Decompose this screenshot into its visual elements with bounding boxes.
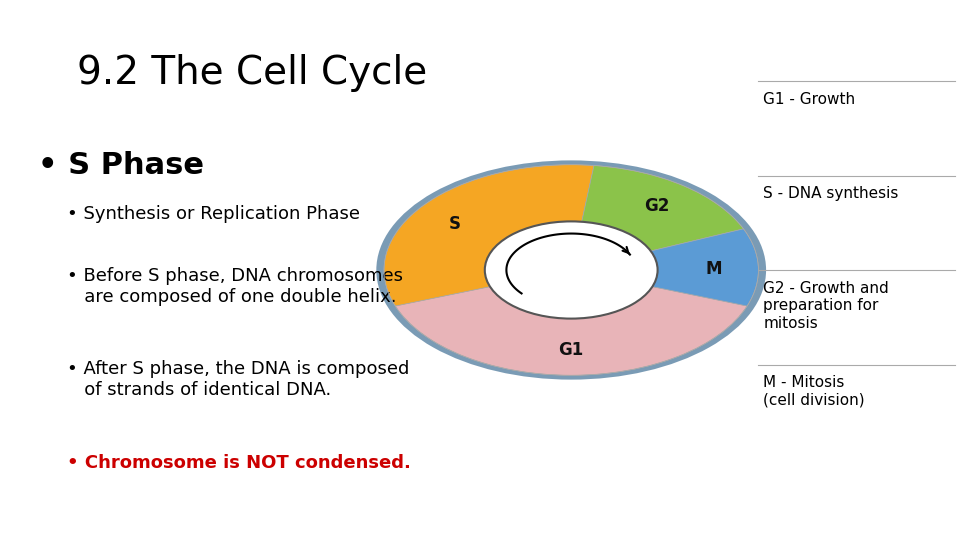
- Text: • Before S phase, DNA chromosomes
   are composed of one double helix.: • Before S phase, DNA chromosomes are co…: [67, 267, 403, 306]
- Text: M: M: [705, 260, 722, 278]
- Text: S: S: [449, 215, 461, 233]
- Text: M - Mitosis
(cell division): M - Mitosis (cell division): [763, 375, 865, 408]
- Wedge shape: [651, 229, 758, 306]
- Text: • S Phase: • S Phase: [38, 151, 204, 180]
- Circle shape: [485, 221, 658, 319]
- Text: 9.2 The Cell Cycle: 9.2 The Cell Cycle: [77, 54, 427, 92]
- Text: G1: G1: [559, 341, 584, 359]
- Wedge shape: [582, 165, 743, 251]
- Text: • Chromosome is NOT condensed.: • Chromosome is NOT condensed.: [67, 454, 411, 471]
- Text: G2 - Growth and
preparation for
mitosis: G2 - Growth and preparation for mitosis: [763, 281, 889, 330]
- Text: G1 - Growth: G1 - Growth: [763, 92, 855, 107]
- Text: S - DNA synthesis: S - DNA synthesis: [763, 186, 899, 201]
- Circle shape: [376, 160, 766, 380]
- Text: • After S phase, the DNA is composed
   of strands of identical DNA.: • After S phase, the DNA is composed of …: [67, 361, 410, 399]
- Wedge shape: [384, 165, 594, 306]
- Text: • Synthesis or Replication Phase: • Synthesis or Replication Phase: [67, 205, 360, 223]
- Wedge shape: [396, 287, 747, 375]
- Text: G2: G2: [644, 197, 669, 215]
